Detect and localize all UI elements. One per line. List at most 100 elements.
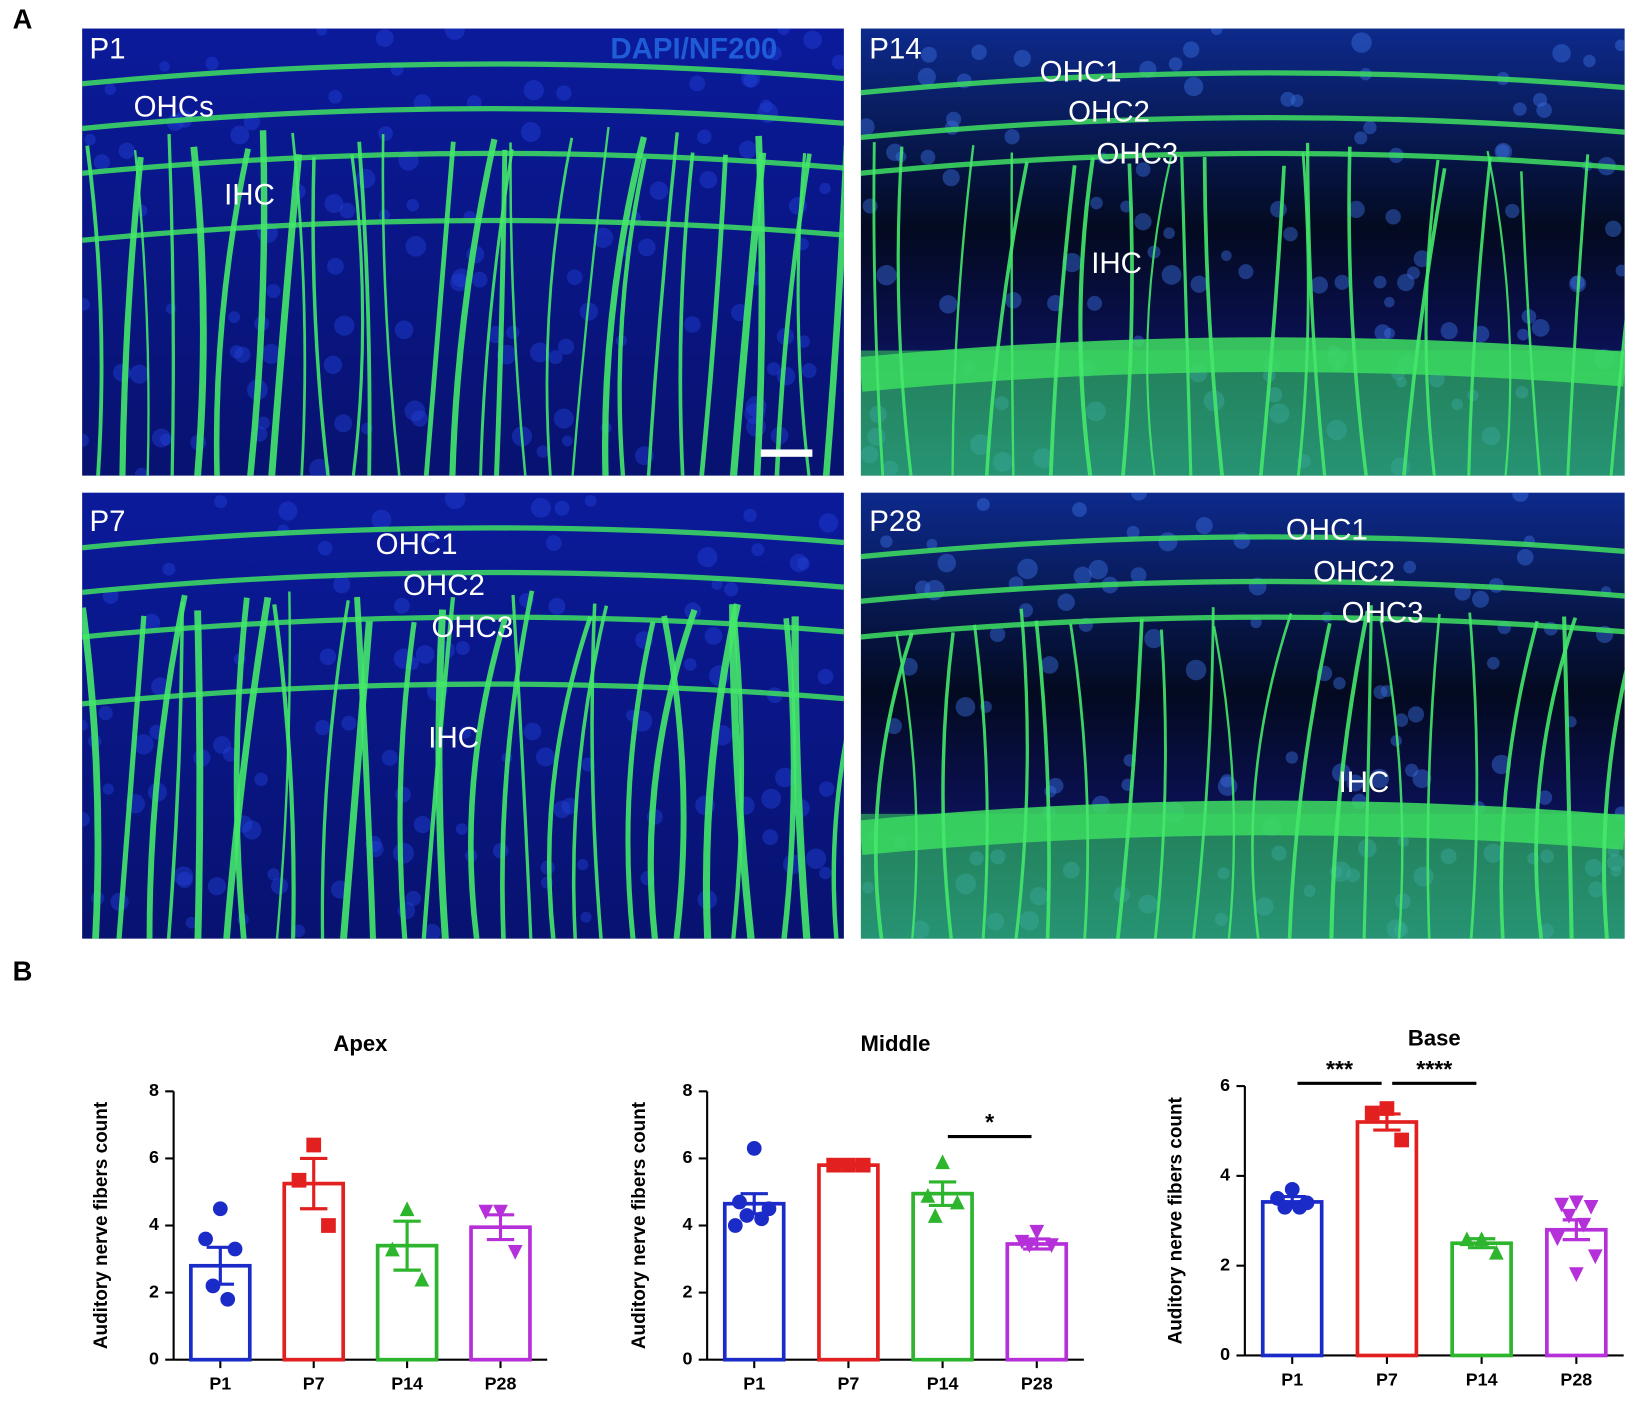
- nerve-fiber: [146, 594, 188, 939]
- data-point: [321, 1218, 336, 1233]
- nucleus: [1413, 250, 1431, 268]
- nucleus: [1161, 265, 1182, 285]
- nucleus: [971, 44, 987, 61]
- nucleus: [278, 501, 298, 521]
- nucleus: [876, 265, 897, 286]
- nucleus: [920, 149, 936, 165]
- nucleus: [1512, 492, 1529, 502]
- nucleus: [341, 715, 357, 731]
- nucleus: [1040, 656, 1059, 674]
- data-point: [399, 1201, 415, 1217]
- y-tick-label: 6: [149, 1147, 159, 1167]
- nucleus: [818, 513, 839, 533]
- nerve-fiber: [468, 617, 508, 939]
- y-tick-label: 6: [1220, 1075, 1230, 1095]
- panel-label: A: [13, 3, 33, 34]
- nucleus: [579, 302, 598, 321]
- image-background: [82, 28, 844, 476]
- tissue-band: [82, 150, 844, 176]
- nerve-fiber: [1146, 157, 1172, 476]
- error-bar: [928, 1180, 957, 1207]
- nucleus: [406, 198, 419, 212]
- nucleus: [1004, 129, 1020, 145]
- nucleus: [1057, 593, 1075, 611]
- nucleus: [1394, 713, 1409, 727]
- data-point: [414, 1271, 430, 1287]
- nucleus: [1195, 517, 1213, 535]
- nucleus: [82, 719, 88, 731]
- cell-label: IHC: [1091, 247, 1142, 280]
- x-tick-label: P28: [1021, 1374, 1053, 1394]
- nucleus: [976, 498, 990, 512]
- image-label: P1: [89, 32, 125, 65]
- nerve-fiber: [509, 142, 527, 476]
- nerve-fiber: [1329, 610, 1370, 939]
- nucleus: [228, 311, 241, 324]
- nucleus: [557, 338, 575, 355]
- data-point: [1379, 1101, 1395, 1116]
- nerve-fiber: [423, 141, 456, 476]
- nucleus: [1310, 276, 1328, 294]
- nucleus: [82, 433, 89, 448]
- nucleus: [378, 209, 391, 221]
- nerve-fiber: [500, 590, 535, 939]
- nucleus: [404, 400, 426, 422]
- nucleus: [1385, 209, 1401, 225]
- data-point: [1284, 1181, 1300, 1197]
- nucleus: [762, 829, 779, 846]
- nucleus: [751, 543, 765, 557]
- nerve-fiber: [119, 156, 144, 476]
- nerve-fiber: [213, 148, 251, 476]
- nerve-fiber: [1362, 605, 1373, 939]
- y-tick-label: 0: [149, 1348, 159, 1368]
- nucleus: [1144, 629, 1164, 649]
- nerve-fiber: [731, 618, 745, 939]
- nucleus: [1440, 322, 1458, 340]
- bar: [1545, 1227, 1608, 1358]
- micrograph: [860, 492, 1625, 939]
- y-axis-label: Auditory nerve fibers count: [629, 1101, 650, 1349]
- nucleus: [593, 227, 614, 248]
- nerve-fiber: [357, 141, 372, 476]
- nerve-fiber: [1467, 156, 1492, 476]
- nerve-fiber: [133, 149, 150, 476]
- nerve-fiber: [951, 145, 975, 476]
- nerve-fiber: [291, 132, 307, 476]
- nucleus: [523, 80, 544, 101]
- nucleus: [1383, 327, 1396, 339]
- nucleus: [766, 362, 781, 376]
- nerve-fiber: [873, 632, 914, 939]
- cell-label: OHC1: [376, 528, 458, 561]
- nucleus: [1221, 250, 1232, 262]
- nucleus: [1354, 131, 1368, 145]
- nerve-fiber: [381, 134, 401, 476]
- nucleus: [425, 531, 437, 543]
- nucleus: [1072, 502, 1087, 518]
- nerve-fiber: [1296, 152, 1310, 476]
- nerve-fiber: [590, 603, 603, 939]
- nerve-fiber: [85, 145, 104, 476]
- data-point: [1561, 1208, 1577, 1224]
- cell-label: OHC3: [431, 611, 513, 644]
- nerve-fiber: [1499, 620, 1539, 939]
- nerve-fiber: [571, 605, 609, 939]
- image-label: P14: [869, 32, 921, 65]
- nucleus: [523, 722, 542, 741]
- nerve-fiber: [822, 145, 844, 476]
- nerve-fiber: [494, 149, 508, 476]
- y-tick-label: 4: [1220, 1165, 1230, 1185]
- y-tick-label: 6: [682, 1147, 692, 1167]
- bar: [1450, 1241, 1513, 1358]
- nerve-fiber: [233, 597, 250, 939]
- nucleus: [1384, 296, 1395, 308]
- nucleus: [334, 315, 355, 336]
- nerve-fiber: [872, 142, 885, 476]
- nucleus: [356, 168, 376, 189]
- nucleus: [797, 335, 810, 348]
- nucleus: [819, 866, 832, 880]
- nucleus: [394, 320, 414, 340]
- nucleus: [939, 295, 958, 314]
- nerve-fiber: [896, 146, 913, 476]
- x-tick-label: P14: [927, 1374, 959, 1394]
- nucleus: [1131, 492, 1147, 501]
